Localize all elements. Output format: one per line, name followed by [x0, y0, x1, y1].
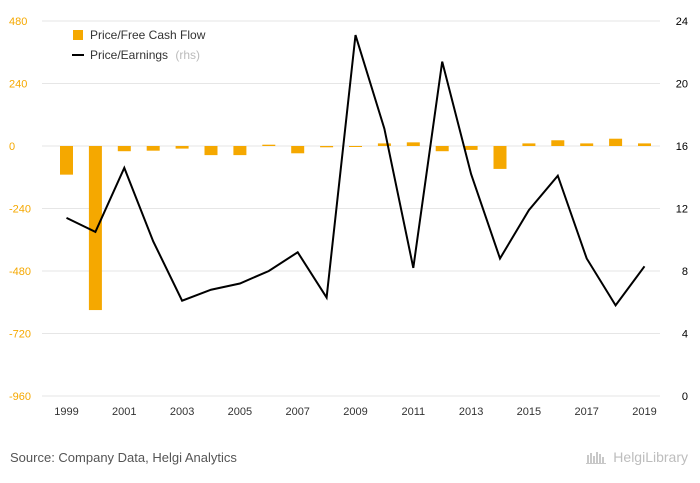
price-earnings-line: [66, 34, 646, 308]
left-tick-label-2: 0: [9, 141, 15, 153]
bar-2005: [233, 146, 247, 156]
x-tick-label-2005: 2005: [228, 406, 252, 418]
bar-2000: [88, 146, 102, 311]
x-tick-label-2009: 2009: [343, 406, 367, 418]
x-tick-label-1999: 1999: [54, 406, 78, 418]
legend-label-bar: Price/Free Cash Flow: [90, 28, 206, 42]
x-tick-label-2003: 2003: [170, 406, 194, 418]
bar-2016: [551, 140, 565, 146]
source-note: Source: Company Data, Helgi Analytics: [10, 450, 237, 465]
right-tick-label-4: 8: [682, 266, 688, 278]
chart-svg: 480 240 0 -240 -480 -720 -960 24 20 16 12 8 4 0 1999…: [9, 16, 688, 418]
bar-2006: [262, 144, 276, 146]
bar-2003: [175, 146, 189, 149]
x-tick-label-2007: 2007: [285, 406, 309, 418]
helgi-library-logo: HelgiLibrary: [586, 449, 688, 465]
bar-2013: [464, 146, 478, 150]
left-tick-label-5: -720: [9, 329, 31, 341]
legend-label-line-name: Price/Earnings: [90, 48, 168, 62]
library-icon: [586, 452, 607, 464]
right-tick-label-1: 20: [676, 79, 688, 91]
right-tick-label-0: 24: [676, 16, 688, 28]
x-tick-label-2013: 2013: [459, 406, 483, 418]
legend-label-line: Price/Earnings (rhs): [90, 48, 200, 62]
logo-text: HelgiLibrary: [613, 449, 688, 465]
line-series: [66, 34, 646, 308]
right-tick-label-5: 4: [682, 329, 688, 341]
bar-2009: [349, 146, 362, 147]
bar-2007: [291, 146, 305, 154]
bar-2011: [406, 142, 420, 146]
left-tick-label-1: 240: [9, 79, 27, 91]
bar-2002: [146, 146, 160, 151]
bar-2012: [435, 146, 449, 152]
left-tick-label-3: -240: [9, 204, 31, 216]
bar-2004: [204, 146, 218, 156]
legend-swatch-bar: [73, 30, 83, 40]
left-tick-label-4: -480: [9, 266, 31, 278]
bar-2018: [609, 138, 623, 146]
bar-2015: [522, 143, 536, 146]
x-tick-label-2015: 2015: [517, 406, 541, 418]
bar-2017: [580, 143, 594, 146]
x-tick-label-2017: 2017: [574, 406, 598, 418]
right-tick-label-6: 0: [682, 391, 688, 403]
right-axis: 24 20 16 12 8 4 0: [676, 16, 688, 403]
left-tick-label-6: -960: [9, 391, 31, 403]
bar-2001: [117, 146, 131, 152]
right-tick-label-2: 16: [676, 141, 688, 153]
bar-2019: [638, 143, 651, 146]
legend-label-line-suffix: (rhs): [175, 48, 200, 62]
legend: Price/Free Cash Flow Price/Earnings (rhs…: [72, 28, 206, 62]
bar-series: [60, 138, 651, 311]
right-tick-label-3: 12: [676, 204, 688, 216]
bar-2008: [320, 146, 334, 148]
bar-1999: [60, 146, 73, 175]
bar-2010: [377, 143, 391, 146]
x-tick-label-2019: 2019: [632, 406, 656, 418]
x-tick-label-2001: 2001: [112, 406, 136, 418]
left-axis: 480 240 0 -240 -480 -720 -960: [9, 16, 31, 403]
x-axis: 1999 2001 2003 2005 2007 2009 2011 2013 2015 2017…: [54, 406, 656, 418]
x-tick-label-2011: 2011: [401, 406, 425, 418]
bar-2014: [493, 146, 507, 169]
left-tick-label-0: 480: [9, 16, 27, 28]
